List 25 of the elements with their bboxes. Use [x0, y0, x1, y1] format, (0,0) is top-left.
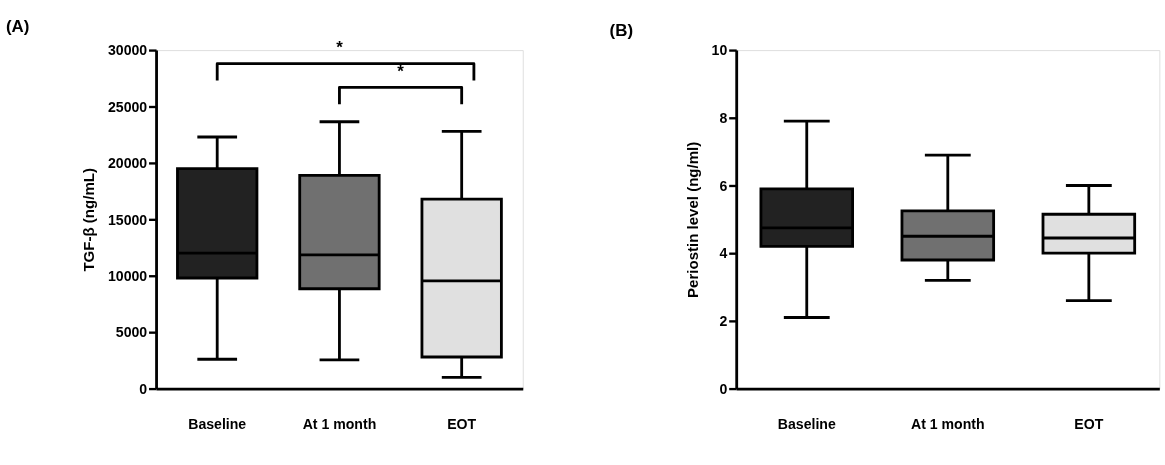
annotation: * — [397, 61, 405, 81]
text: (A) — [5, 17, 30, 37]
y-axis-title: TGF-β (ng/mL) — [79, 168, 97, 272]
x-tick-label: At 1 month — [302, 415, 377, 432]
y-axis-title: Periostin level (ng/ml) — [683, 141, 701, 298]
y-tick-label: 4 — [719, 245, 728, 262]
y-tick-label: 5000 — [115, 324, 148, 341]
y-tick-label: 20000 — [107, 155, 148, 172]
annotation: * — [336, 38, 344, 58]
x-tick-label: EOT — [1074, 415, 1104, 432]
x-tick-label: Baseline — [188, 415, 247, 432]
y-tick-label: 6 — [719, 177, 728, 194]
y-tick-label: 2 — [719, 313, 728, 330]
y-tick-label: 30000 — [107, 42, 148, 59]
y-tick-label: 15000 — [107, 211, 148, 228]
x-tick-label: Baseline — [777, 415, 836, 432]
y-tick-label: 0 — [719, 380, 728, 397]
chart-title: (B) — [609, 21, 634, 40]
y-tick-label: 10000 — [107, 267, 148, 284]
y-tick-label: 8 — [719, 109, 728, 126]
y-tick-label: 0 — [139, 380, 148, 397]
x-tick-label: EOT — [447, 415, 477, 432]
x-tick-label: At 1 month — [911, 415, 985, 432]
y-tick-label: 25000 — [107, 98, 148, 115]
y-tick-label: 10 — [711, 42, 728, 59]
